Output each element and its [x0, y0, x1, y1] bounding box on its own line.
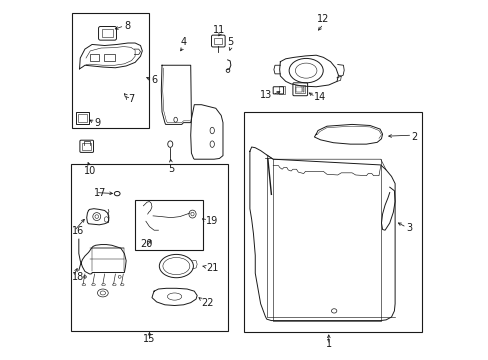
Bar [296, 87, 301, 93]
Text: 5: 5 [226, 37, 233, 46]
Text: 1: 1 [325, 339, 331, 349]
Bar [89, 54, 99, 61]
Text: 10: 10 [83, 166, 96, 176]
Text: 20: 20 [140, 239, 153, 249]
Text: 5: 5 [167, 164, 174, 174]
Text: 7: 7 [128, 94, 134, 104]
Text: 17: 17 [94, 188, 106, 198]
Bar [295, 85, 305, 93]
Text: 11: 11 [213, 25, 225, 35]
Text: 18: 18 [72, 272, 84, 282]
Bar [302, 87, 304, 93]
Text: 13: 13 [260, 90, 272, 100]
Bar [244, 112, 421, 332]
Bar [104, 54, 115, 61]
Text: 12: 12 [317, 14, 329, 24]
Text: 22: 22 [201, 298, 214, 308]
Bar [278, 86, 285, 94]
Text: 4: 4 [180, 37, 186, 46]
Bar [78, 114, 86, 122]
Text: 21: 21 [205, 263, 218, 273]
Text: 6: 6 [151, 75, 157, 85]
Bar [214, 38, 222, 44]
Text: 3: 3 [405, 224, 411, 233]
Text: 19: 19 [205, 216, 218, 226]
Text: 9: 9 [94, 118, 101, 128]
Bar [72, 13, 149, 128]
Bar [102, 30, 113, 37]
Text: 15: 15 [143, 334, 155, 344]
Text: 14: 14 [314, 92, 326, 102]
Text: 16: 16 [72, 226, 84, 236]
Bar [135, 200, 203, 250]
Text: 2: 2 [410, 132, 417, 142]
Text: 8: 8 [124, 21, 130, 31]
Bar [82, 143, 91, 150]
Bar [70, 164, 228, 330]
